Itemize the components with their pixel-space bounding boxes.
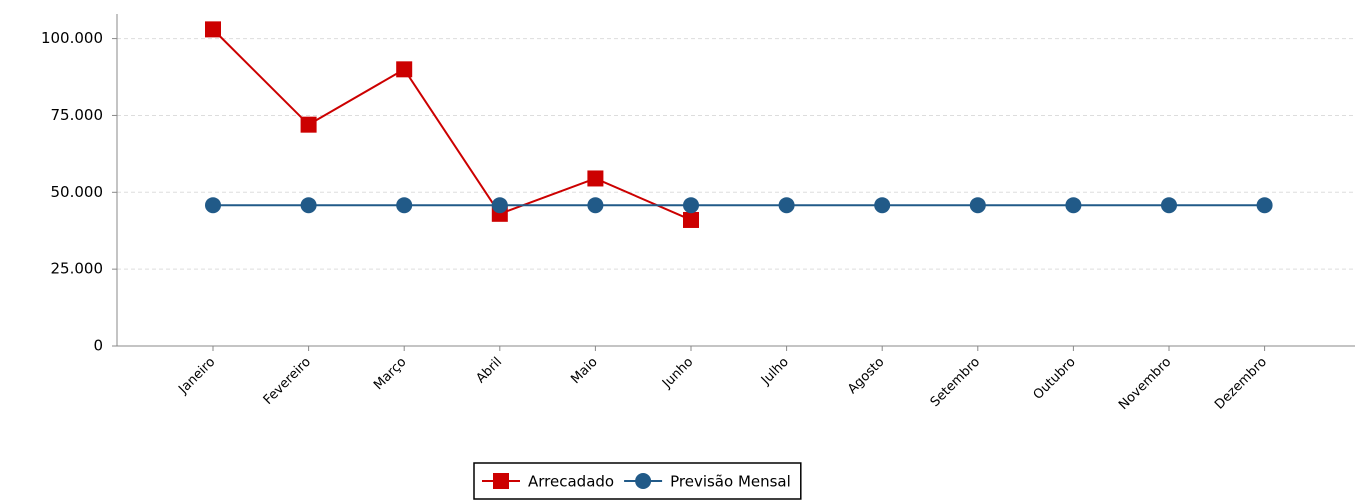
marker xyxy=(587,170,604,187)
x-tick-label: Julho xyxy=(758,355,792,389)
marker xyxy=(396,197,413,214)
x-tick-label: Dezembro xyxy=(1212,355,1270,413)
y-tick-label: 50.000 xyxy=(51,183,104,201)
marker xyxy=(396,61,413,78)
marker xyxy=(1256,197,1273,214)
series-line xyxy=(212,28,692,221)
marker xyxy=(300,197,317,214)
marker xyxy=(587,197,604,214)
marker xyxy=(205,21,221,38)
y-tick-label: 0 xyxy=(93,337,103,355)
marker xyxy=(778,197,795,214)
legend-label: Previsão Mensal xyxy=(670,473,791,491)
y-tick-label: 75.000 xyxy=(51,106,104,124)
marker xyxy=(683,197,699,214)
marker xyxy=(1065,197,1082,214)
legend-marker xyxy=(635,473,652,489)
marker xyxy=(969,197,986,214)
marker xyxy=(683,211,699,228)
marker xyxy=(874,197,891,214)
x-tick-label: Setembro xyxy=(928,355,983,410)
x-tick-label: Novembro xyxy=(1116,355,1174,413)
marker xyxy=(205,197,221,214)
legend-marker xyxy=(493,473,509,489)
marker xyxy=(491,197,508,214)
marker xyxy=(1161,197,1177,214)
legend: Arrecadado Previsão Mensal xyxy=(473,462,802,500)
x-tick-label: Abril xyxy=(473,355,505,387)
x-tick-label: Junho xyxy=(659,355,696,392)
x-tick-label: Agosto xyxy=(845,355,887,397)
marker xyxy=(300,116,317,133)
y-tick-label: 100.000 xyxy=(41,29,103,47)
legend-label: Arrecadado xyxy=(528,473,614,491)
x-tick-label: Fevereiro xyxy=(261,355,314,408)
x-tick-label: Outubro xyxy=(1031,355,1079,403)
x-tick-label: Março xyxy=(371,355,409,393)
x-tick-label: Janeiro xyxy=(175,355,218,398)
x-tick-label: Maio xyxy=(568,355,600,387)
y-tick-label: 25.000 xyxy=(51,260,104,278)
